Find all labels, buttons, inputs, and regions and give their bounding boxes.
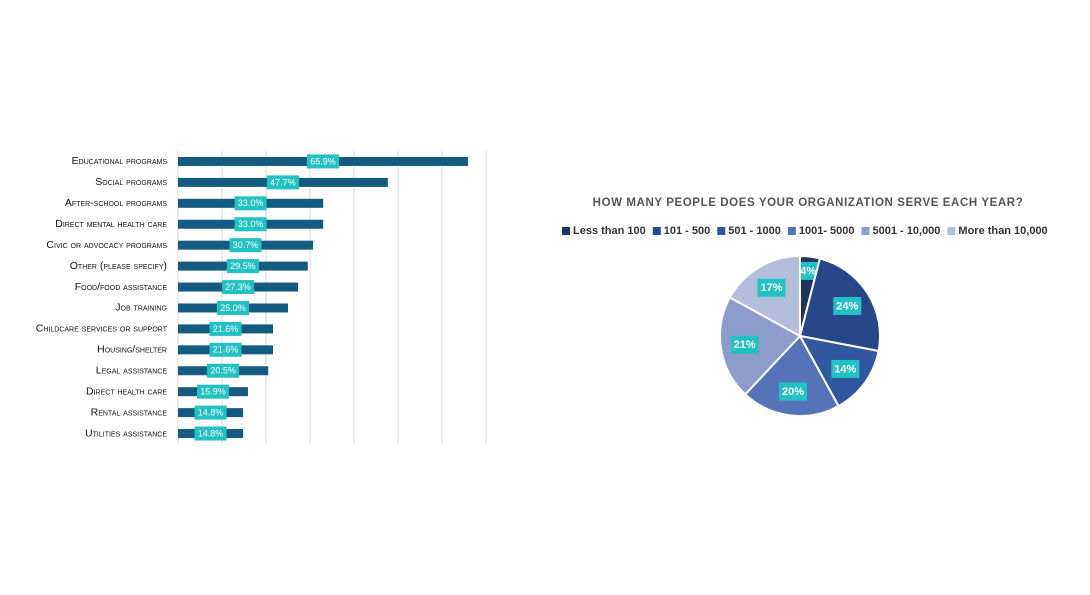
value-label-box bbox=[266, 175, 299, 190]
value-label-box bbox=[207, 363, 240, 378]
value-label: 21.6% bbox=[213, 345, 239, 355]
value-label: 29.5% bbox=[230, 261, 256, 271]
y-tick-label: Childcare services or support bbox=[36, 323, 168, 335]
value-label-box bbox=[730, 335, 759, 354]
value-label: 15.9% bbox=[200, 387, 226, 397]
value-label: 65.9% bbox=[310, 156, 336, 166]
value-label-box bbox=[306, 154, 339, 169]
legend-label: 1001- 5000 bbox=[799, 225, 855, 237]
y-tick-label: Other (please specify) bbox=[70, 260, 167, 272]
legend-label: 101 - 500 bbox=[664, 225, 710, 237]
y-tick-label: Job training bbox=[115, 302, 167, 314]
value-label-box bbox=[234, 217, 267, 232]
value-label: 33.0% bbox=[238, 219, 264, 229]
legend-label: 5001 - 10,000 bbox=[873, 225, 941, 237]
value-label: 30.7% bbox=[233, 240, 259, 250]
value-label: 21% bbox=[734, 339, 756, 351]
value-label-box bbox=[833, 296, 862, 315]
legend-label: 501 - 1000 bbox=[728, 225, 781, 237]
legend-swatch bbox=[652, 227, 661, 235]
y-tick-label: Direct mental health care bbox=[55, 218, 167, 230]
y-tick-label: Civic or advocacy programs bbox=[46, 239, 167, 251]
value-label: 14% bbox=[834, 363, 856, 375]
legend-swatch bbox=[562, 227, 570, 235]
y-tick-label: Educational programs bbox=[72, 155, 168, 167]
chart-title: HOW MANY PEOPLE DOES YOUR ORGANIZATION S… bbox=[593, 197, 1024, 209]
pie-slice bbox=[743, 334, 840, 417]
value-label-box bbox=[757, 278, 786, 297]
value-label-box bbox=[194, 426, 227, 441]
value-label-box bbox=[196, 384, 229, 399]
value-label-box bbox=[194, 405, 227, 420]
value-label: 21.6% bbox=[213, 324, 239, 334]
y-tick-label: Direct health care bbox=[86, 385, 167, 397]
value-label: 47.7% bbox=[270, 177, 296, 187]
pie-slice bbox=[719, 296, 802, 396]
legend-label: More than 10,000 bbox=[958, 225, 1047, 237]
value-label: 4% bbox=[800, 265, 816, 277]
value-label: 17% bbox=[760, 282, 782, 294]
legend-swatch bbox=[717, 227, 726, 235]
legend-swatch bbox=[787, 227, 796, 235]
value-label: 33.0% bbox=[238, 198, 264, 208]
value-label: 14.8% bbox=[198, 407, 224, 417]
value-label-box bbox=[209, 342, 242, 357]
y-tick-label: Housing/shelter bbox=[97, 344, 167, 356]
legend-swatch bbox=[947, 227, 956, 235]
value-label-box bbox=[226, 259, 259, 274]
value-label-box bbox=[234, 196, 267, 211]
y-tick-label: Utilities assistance bbox=[85, 427, 167, 439]
value-label-box bbox=[209, 321, 242, 336]
value-label-box bbox=[217, 300, 249, 315]
value-label-box bbox=[831, 359, 860, 378]
value-label: 25.0% bbox=[220, 303, 246, 313]
y-tick-label: Social programs bbox=[95, 176, 167, 188]
value-label: 20.5% bbox=[210, 366, 236, 376]
value-label: 24% bbox=[836, 300, 858, 312]
value-label-box bbox=[778, 382, 807, 401]
value-label-box bbox=[229, 238, 262, 253]
y-tick-label: Legal assistance bbox=[96, 365, 168, 377]
value-label: 27.3% bbox=[225, 282, 251, 292]
value-label: 20% bbox=[782, 386, 804, 398]
legend-swatch bbox=[861, 227, 870, 235]
y-tick-label: Food/food assistance bbox=[75, 281, 168, 293]
y-tick-label: After-school programs bbox=[65, 197, 167, 209]
value-label-box bbox=[222, 280, 255, 295]
legend-label: Less than 100 bbox=[573, 225, 646, 237]
value-label: 14.8% bbox=[198, 428, 224, 438]
y-tick-label: Rental assistance bbox=[91, 406, 168, 418]
